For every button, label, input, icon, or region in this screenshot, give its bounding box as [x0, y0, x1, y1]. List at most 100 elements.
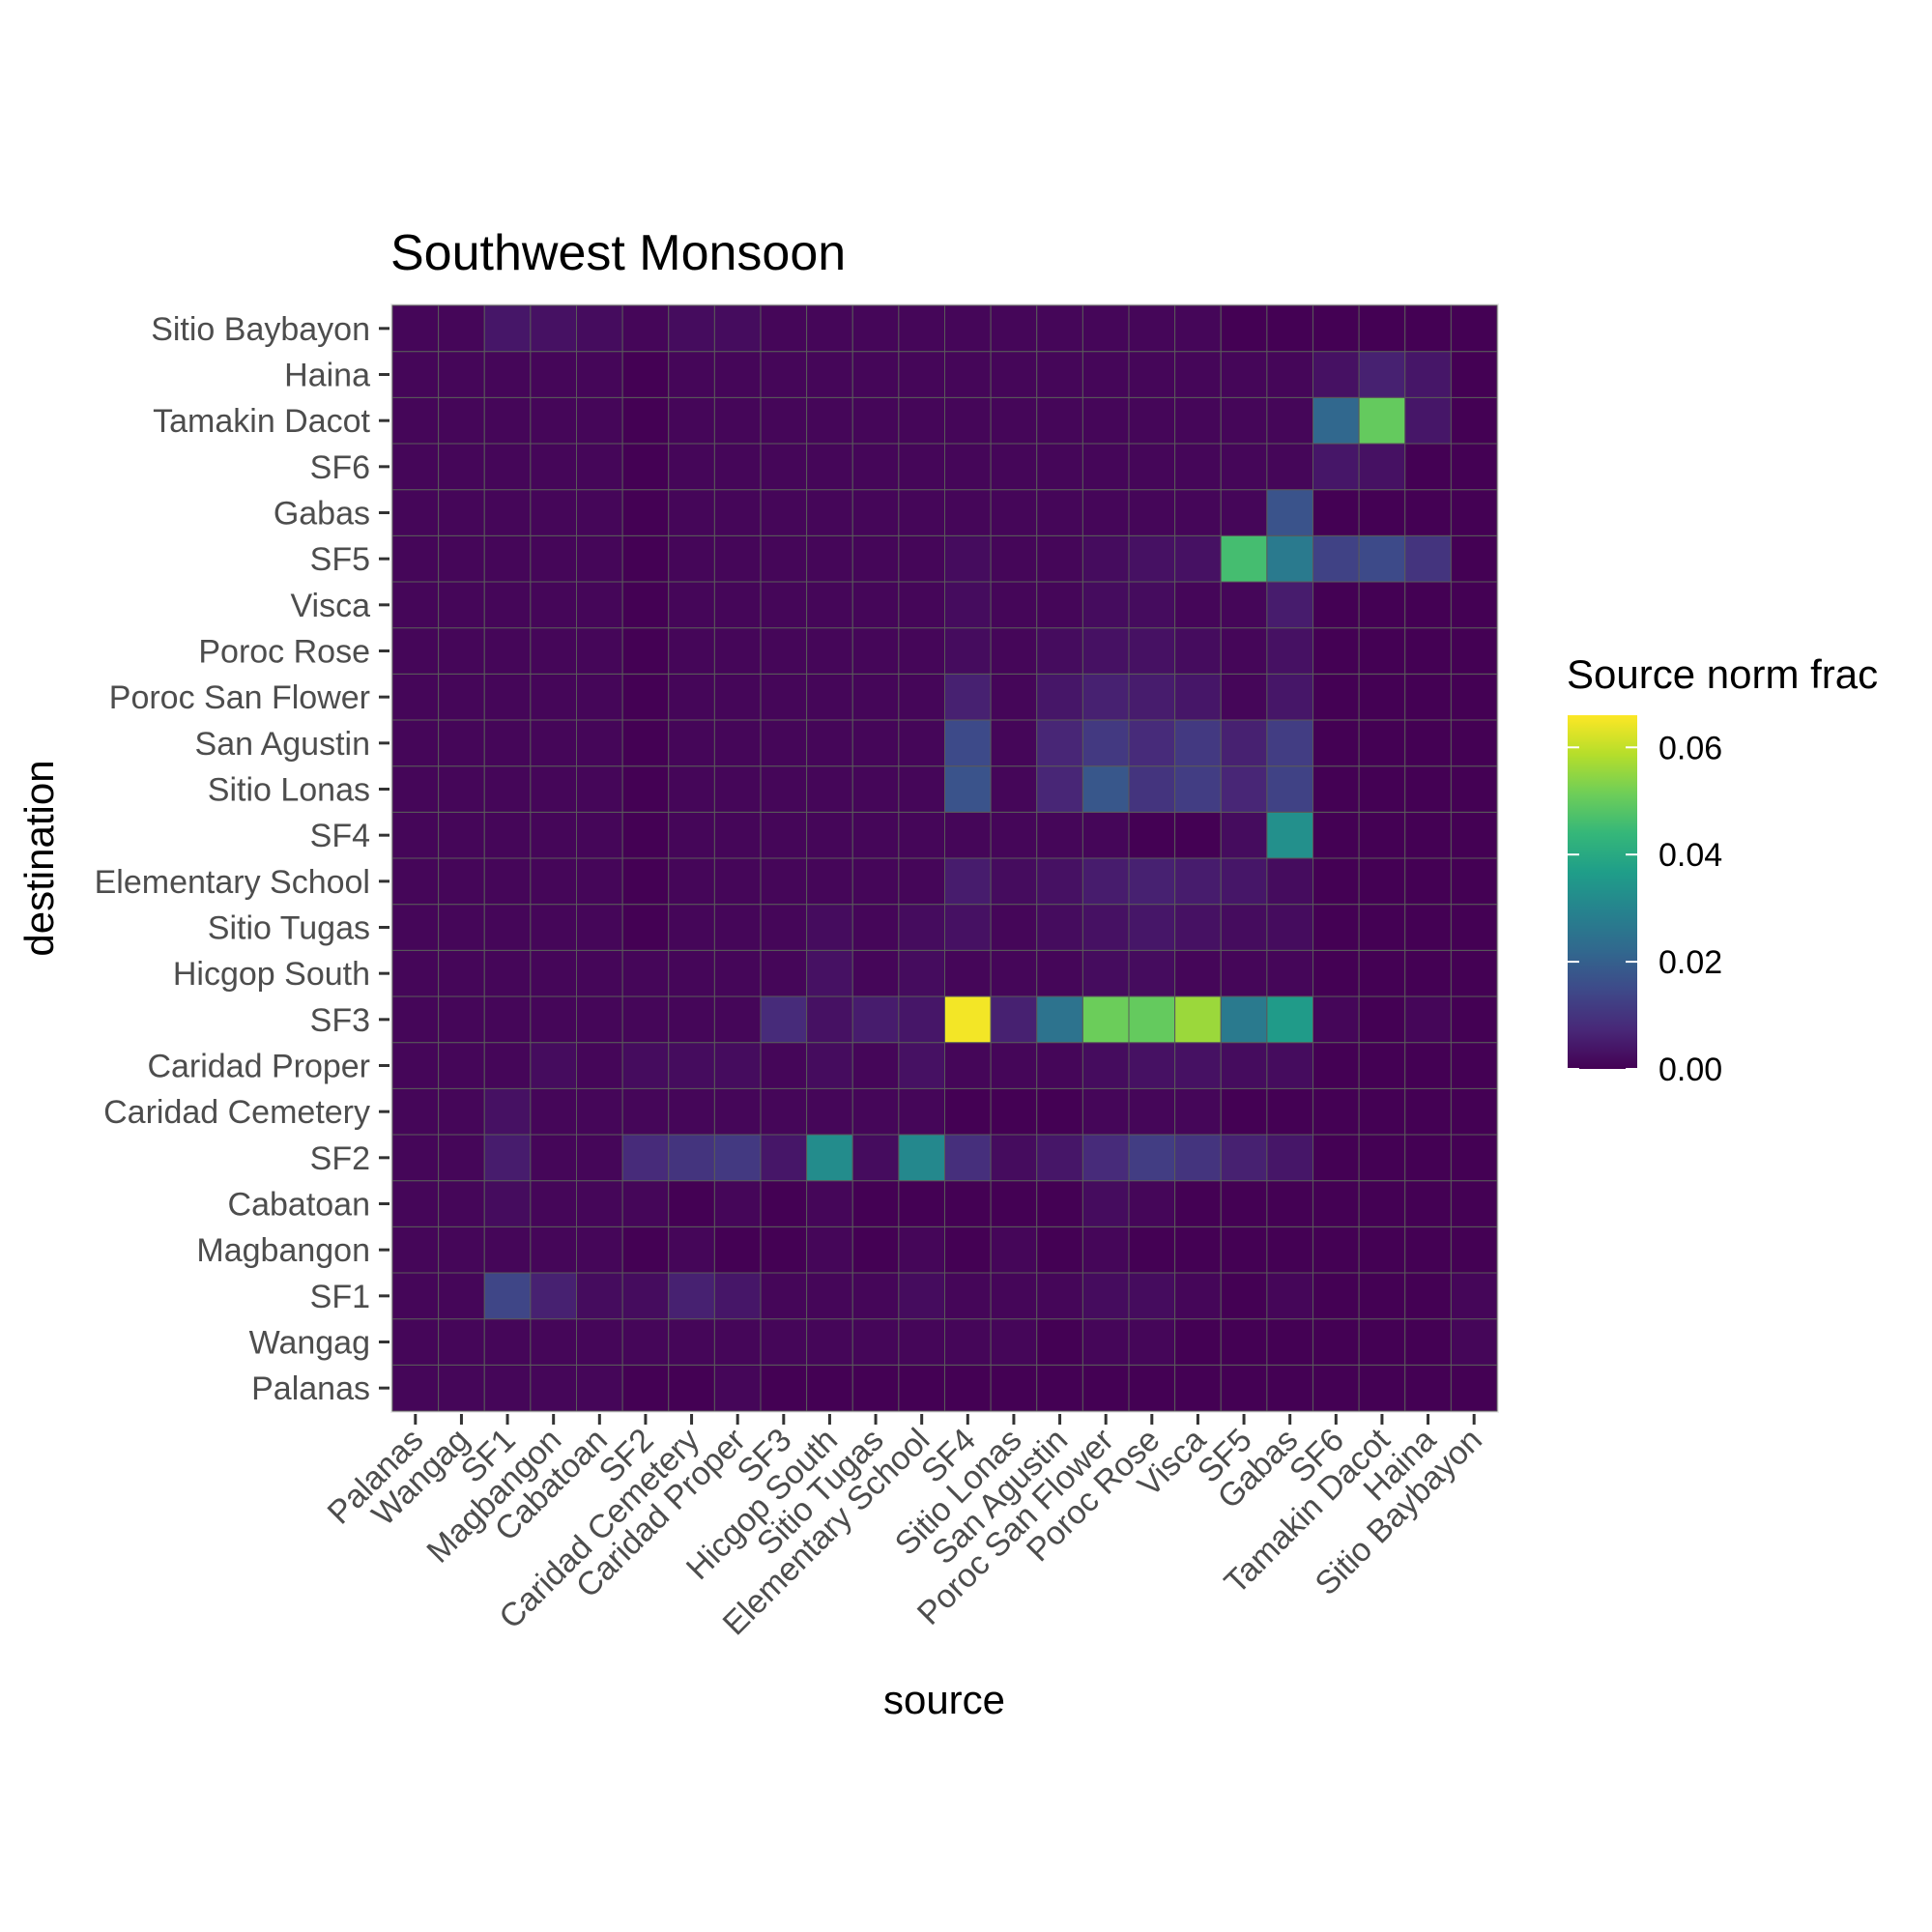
heatmap-cell — [1404, 1042, 1452, 1089]
heatmap-cell — [1450, 1180, 1498, 1227]
heatmap-cell — [1081, 995, 1130, 1044]
heatmap-cell — [1312, 719, 1360, 767]
heatmap-cell — [391, 949, 440, 997]
heatmap-cell — [806, 719, 853, 767]
heatmap-cell — [713, 673, 762, 721]
heatmap-cell — [1312, 351, 1360, 398]
heatmap-cell — [990, 1042, 1038, 1089]
heatmap-cell — [391, 627, 440, 675]
heatmap-cell — [851, 949, 900, 997]
heatmap-cell — [944, 1087, 992, 1136]
y-tick-label: Cabatoan — [228, 1187, 370, 1224]
y-tick-label: Caridad Proper — [147, 1049, 370, 1085]
heatmap-cell — [990, 351, 1038, 398]
heatmap-cell — [438, 304, 485, 353]
y-tick-label: Hicgop South — [173, 956, 370, 993]
heatmap-cell — [438, 673, 485, 721]
heatmap-cell — [483, 765, 532, 813]
heatmap-cell — [760, 1318, 808, 1366]
heatmap-cell — [898, 396, 945, 445]
heatmap-cell — [760, 489, 808, 536]
heatmap-cell — [1220, 1087, 1268, 1136]
heatmap-cell — [576, 1226, 623, 1274]
heatmap-cell — [851, 811, 900, 859]
heatmap-cell — [806, 949, 853, 997]
heatmap-cell — [898, 1134, 945, 1182]
heatmap-cell — [1266, 1134, 1313, 1182]
heatmap-cell — [713, 811, 762, 859]
heatmap-cell — [1312, 765, 1360, 813]
heatmap-cell — [851, 995, 900, 1044]
heatmap-cell — [1220, 1318, 1268, 1366]
heatmap-cell — [621, 443, 670, 491]
heatmap-cell — [1312, 1364, 1360, 1412]
heatmap-cell — [990, 1318, 1038, 1366]
heatmap-cell — [576, 443, 623, 491]
heatmap-cell — [438, 1272, 485, 1320]
heatmap-cell — [990, 489, 1038, 536]
heatmap-cell — [851, 857, 900, 906]
heatmap-cell — [806, 1272, 853, 1320]
heatmap-cell — [668, 351, 715, 398]
heatmap-cell — [576, 949, 623, 997]
legend-tick-label: 0.00 — [1658, 1052, 1722, 1088]
heatmap-cell — [1036, 396, 1083, 445]
heatmap-cell — [438, 857, 485, 906]
heatmap-cell — [576, 627, 623, 675]
heatmap-cell — [944, 1226, 992, 1274]
heatmap-cell — [1081, 765, 1130, 813]
heatmap-cell — [530, 581, 577, 629]
heatmap-cell — [438, 1180, 485, 1227]
heatmap-cell — [1358, 857, 1406, 906]
heatmap-cell — [1128, 351, 1176, 398]
heatmap-cell — [1312, 857, 1360, 906]
heatmap-cell — [1404, 811, 1452, 859]
heatmap-cell — [1358, 1180, 1406, 1227]
heatmap-cell — [1266, 673, 1313, 721]
heatmap-cell — [760, 534, 808, 583]
heatmap-cell — [1266, 1180, 1313, 1227]
heatmap-cell — [1081, 581, 1130, 629]
heatmap-cell — [851, 673, 900, 721]
heatmap-cell — [1174, 351, 1222, 398]
heatmap-cell — [898, 811, 945, 859]
heatmap-cell — [1174, 995, 1222, 1044]
heatmap-cell — [576, 857, 623, 906]
heatmap-cell — [990, 1226, 1038, 1274]
heatmap-cell — [1081, 351, 1130, 398]
heatmap-cell — [391, 581, 440, 629]
legend-title: Source norm frac — [1567, 651, 1878, 697]
heatmap-cell — [1358, 443, 1406, 491]
heatmap-cell — [713, 949, 762, 997]
heatmap-cell — [898, 719, 945, 767]
y-tick-label: Sitio Tugas — [208, 910, 370, 947]
heatmap-cell — [990, 811, 1038, 859]
heatmap-cell — [483, 1364, 532, 1412]
heatmap-cell — [438, 1226, 485, 1274]
heatmap-cell — [391, 1364, 440, 1412]
heatmap-cell — [898, 1226, 945, 1274]
heatmap-cell — [944, 351, 992, 398]
heatmap-cell — [713, 765, 762, 813]
heatmap-cell — [944, 904, 992, 951]
heatmap-cell — [898, 351, 945, 398]
heatmap-cell — [1404, 443, 1452, 491]
heatmap-cell — [530, 857, 577, 906]
heatmap-cell — [1174, 1318, 1222, 1366]
heatmap-cell — [944, 304, 992, 353]
heatmap-cell — [760, 351, 808, 398]
y-tick-label: Sitio Baybayon — [151, 311, 370, 348]
heatmap-cell — [391, 534, 440, 583]
heatmap-cell — [944, 1180, 992, 1227]
heatmap-cell — [530, 489, 577, 536]
heatmap-cell — [1128, 1134, 1176, 1182]
heatmap-cell — [1312, 443, 1360, 491]
heatmap-cell — [438, 443, 485, 491]
heatmap-cell — [760, 1134, 808, 1182]
heatmap-cell — [1450, 765, 1498, 813]
heatmap-cell — [944, 443, 992, 491]
heatmap-cell — [1036, 1364, 1083, 1412]
x-axis-title: source — [883, 1677, 1005, 1722]
legend-tick-label: 0.02 — [1658, 944, 1722, 981]
heatmap-cell — [1174, 1364, 1222, 1412]
